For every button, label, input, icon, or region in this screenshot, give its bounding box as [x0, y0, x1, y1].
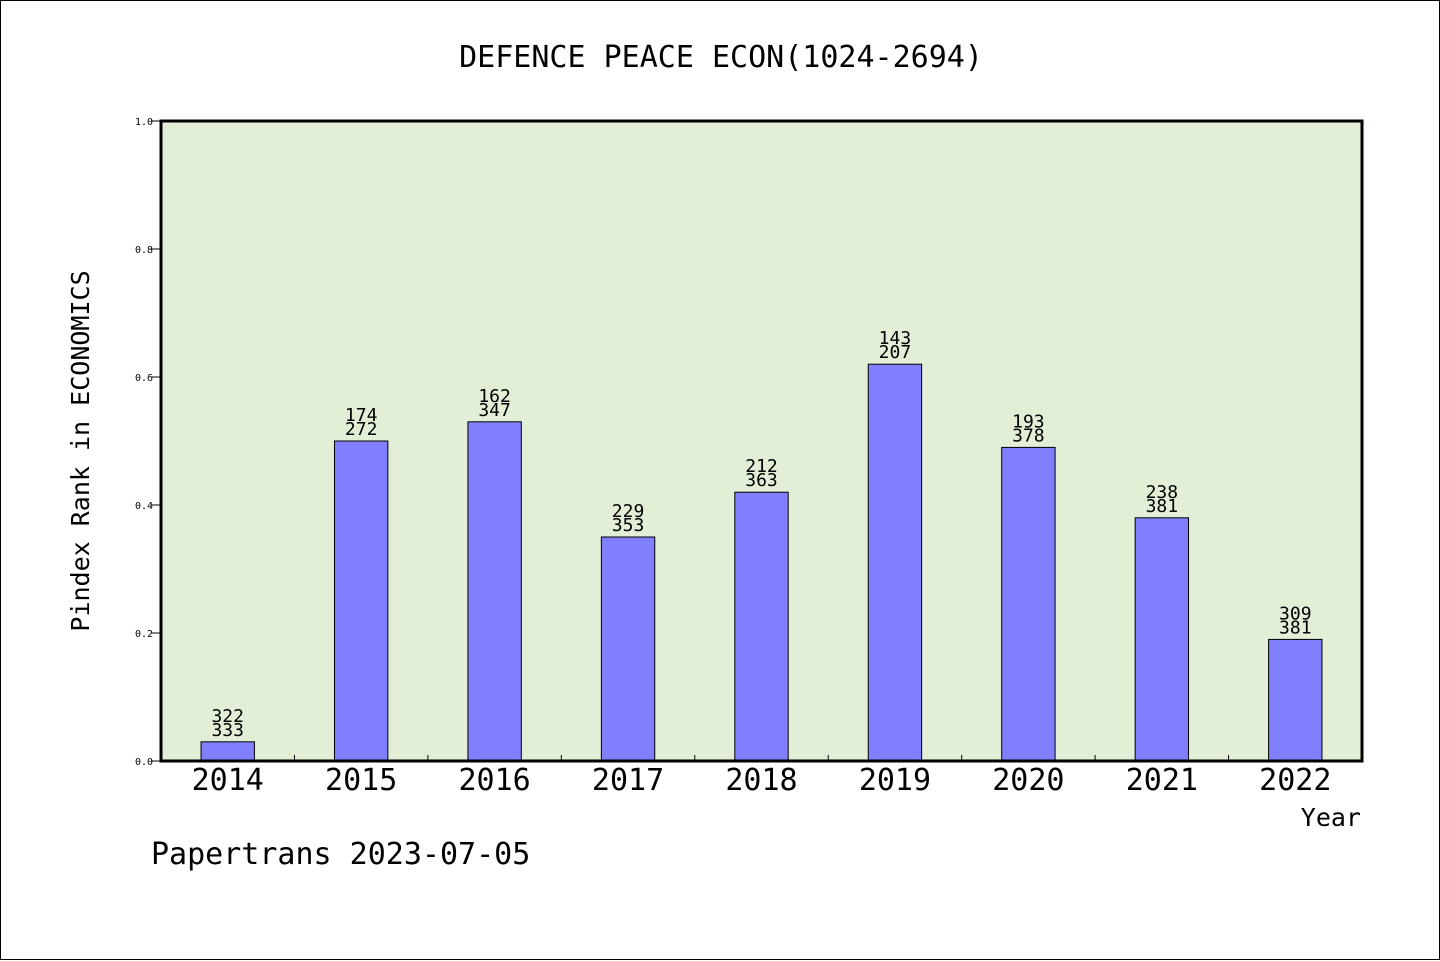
plot-border	[159, 119, 1364, 763]
bar-2017	[600, 536, 656, 762]
bar-label-top: 322	[211, 706, 244, 727]
x-tick-label: 2022	[1259, 763, 1331, 798]
bar-label-top: 309	[1279, 603, 1312, 624]
bar-label-top: 193	[1012, 411, 1045, 432]
bar-labels-group: 3223331742721623472293532123631432071933…	[211, 328, 1311, 741]
bar-label-bottom: 353	[612, 515, 645, 536]
y-axis-ticks: 0.0 0.2 0.4 0.6 0.8 1.0	[135, 117, 161, 768]
bar-2014	[200, 741, 255, 762]
x-axis-label: Year	[1301, 803, 1361, 832]
x-tick-label: 2016	[458, 763, 530, 798]
bar-label-top: 174	[345, 405, 378, 426]
y-tick-label: 0.6	[135, 373, 153, 384]
bar-label-bottom: 363	[745, 470, 778, 491]
bar-label-top: 238	[1146, 482, 1179, 503]
y-tick-label: 0.0	[135, 757, 153, 768]
bar-2016	[467, 421, 522, 762]
bar-label-bottom: 381	[1279, 617, 1312, 638]
bar-2022	[1268, 638, 1323, 762]
x-tick-label: 2014	[192, 763, 264, 798]
bar-label-bottom: 272	[345, 419, 378, 440]
footer-text: Papertrans 2023-07-05	[151, 837, 530, 872]
bar-2019	[867, 363, 923, 762]
y-tick-label: 0.8	[135, 245, 153, 256]
bar-label-bottom: 333	[211, 720, 244, 741]
bar-2021	[1134, 517, 1190, 762]
bar-label-bottom: 207	[879, 342, 912, 363]
bar-2020	[1001, 446, 1056, 762]
y-tick-label: 0.4	[135, 501, 153, 512]
x-tick-label: 2018	[725, 763, 797, 798]
x-tick-labels-group: 2014 2015 2016 2017 2018 2019 2020 2021 2022	[192, 763, 1332, 798]
bar-label-top: 162	[478, 386, 511, 407]
x-tick-label: 2019	[859, 763, 931, 798]
bar-label-bottom: 378	[1012, 425, 1045, 446]
bar-2018	[734, 491, 789, 762]
y-tick-label: 1.0	[135, 117, 153, 128]
y-axis-label: Pindex Rank in ECONOMICS	[66, 270, 95, 631]
x-tick-label: 2021	[1126, 763, 1198, 798]
bar-label-bottom: 381	[1146, 496, 1179, 517]
y-tick-label: 0.2	[135, 629, 153, 640]
bar-label-bottom: 347	[478, 400, 511, 421]
bars-group	[200, 363, 1323, 762]
bar-label-top: 143	[879, 328, 912, 349]
bar-label-top: 212	[745, 456, 778, 477]
bar-label-top: 229	[612, 501, 645, 522]
bar-2015	[333, 440, 389, 762]
x-tick-label: 2020	[992, 763, 1064, 798]
x-tick-label: 2017	[592, 763, 664, 798]
x-tick-label: 2015	[325, 763, 397, 798]
chart-title: DEFENCE PEACE ECON(1024-2694)	[459, 40, 983, 75]
